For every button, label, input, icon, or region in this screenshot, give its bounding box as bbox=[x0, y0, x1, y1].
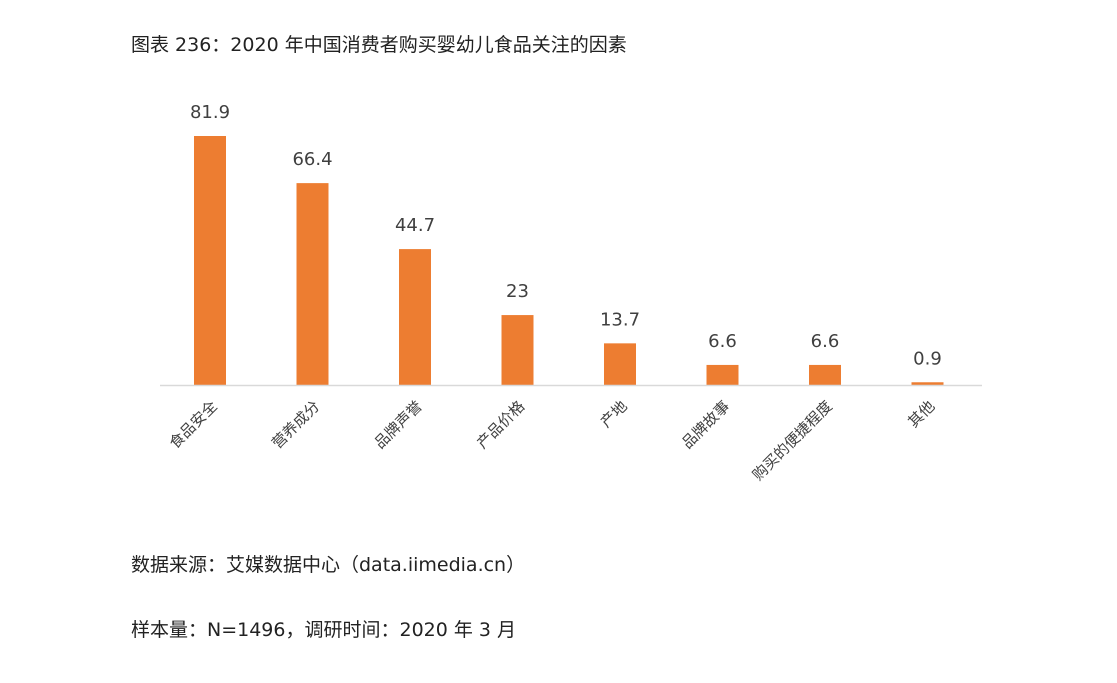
sample-size-note: 样本量：N=1496，调研时间：2020 年 3 月 bbox=[131, 619, 517, 641]
value-label-6: 6.6 bbox=[708, 331, 737, 352]
category-label-8: 其他 bbox=[904, 397, 938, 431]
chart-title: 图表 236：2020 年中国消费者购买婴幼儿食品关注的因素 bbox=[131, 34, 627, 56]
category-label-4: 产品价格 bbox=[473, 397, 528, 452]
bar-2 bbox=[296, 183, 329, 385]
bar-8 bbox=[911, 382, 944, 385]
category-label-3: 品牌声誉 bbox=[371, 397, 426, 452]
bar-3 bbox=[399, 249, 431, 385]
value-label-8: 0.9 bbox=[913, 348, 942, 369]
value-label-2: 66.4 bbox=[292, 149, 332, 170]
category-label-5: 产地 bbox=[597, 397, 631, 431]
bars-group bbox=[194, 136, 944, 385]
bar-4 bbox=[501, 315, 534, 385]
category-label-2: 营养成分 bbox=[268, 397, 323, 452]
category-label-7: 购买的便捷程度 bbox=[749, 397, 836, 484]
data-source-note: 数据来源：艾媒数据中心（data.iimedia.cn） bbox=[131, 554, 526, 576]
value-label-1: 81.9 bbox=[190, 102, 230, 123]
value-labels-group: 81.9 66.4 44.7 23 13.7 6.6 6.6 0.9 bbox=[190, 102, 942, 369]
bar-1 bbox=[194, 136, 226, 385]
bar-5 bbox=[604, 343, 636, 385]
value-label-4: 23 bbox=[506, 281, 529, 302]
bar-7 bbox=[809, 364, 841, 385]
category-labels-group: 食品安全 营养成分 品牌声誉 产品价格 产地 品牌故事 购买的便捷程度 其他 bbox=[166, 397, 939, 484]
value-label-3: 44.7 bbox=[395, 215, 435, 236]
category-label-6: 品牌故事 bbox=[678, 397, 733, 452]
value-label-7: 6.6 bbox=[811, 331, 840, 352]
value-label-5: 13.7 bbox=[600, 309, 640, 330]
bar-6 bbox=[706, 364, 739, 385]
category-label-1: 食品安全 bbox=[166, 397, 221, 452]
